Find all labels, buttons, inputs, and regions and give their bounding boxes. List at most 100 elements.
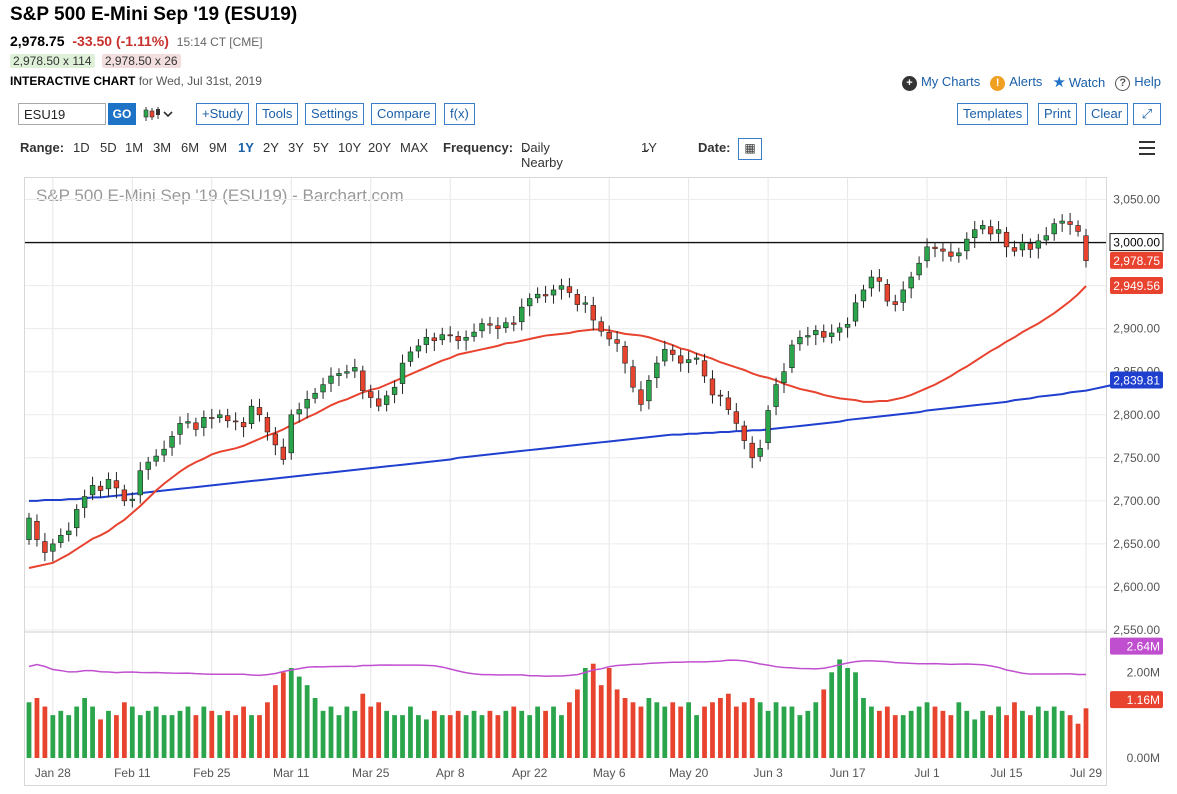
- volume-bar: [392, 715, 397, 758]
- candle-body: [749, 442, 755, 459]
- settings-button[interactable]: Settings: [305, 103, 364, 125]
- candle-body: [677, 355, 684, 364]
- templates-button[interactable]: Templates: [957, 103, 1029, 125]
- chart-area: [24, 177, 1107, 786]
- price-ma50-label: 2,949.56: [1113, 279, 1160, 293]
- volume-bar: [884, 706, 890, 758]
- range-1m[interactable]: 1M: [125, 140, 144, 155]
- range-5d[interactable]: 5D: [100, 140, 117, 155]
- volume-bar: [988, 715, 994, 758]
- candle-body: [725, 397, 732, 410]
- expand-icon: ⤢: [1141, 106, 1153, 121]
- volume-bar: [741, 702, 747, 758]
- candle-body: [256, 407, 263, 416]
- candle-body: [852, 302, 859, 322]
- volume-bar: [837, 659, 843, 758]
- go-button[interactable]: GO: [108, 103, 136, 125]
- chevron-down-icon: ⌄: [641, 140, 652, 155]
- candle-body: [177, 423, 183, 435]
- range-3y[interactable]: 3Y: [288, 140, 304, 155]
- my-charts-link[interactable]: + My Charts: [901, 73, 981, 91]
- function-button[interactable]: f(x): [444, 103, 475, 125]
- watch-link[interactable]: ★ Watch: [1052, 73, 1105, 91]
- volume-bar: [400, 715, 405, 758]
- volume-bar: [932, 706, 938, 758]
- range-1d[interactable]: 1D: [73, 140, 90, 155]
- my-charts-label: My Charts: [920, 73, 981, 89]
- compare-button[interactable]: Compare: [371, 103, 437, 125]
- volume-bar: [765, 710, 771, 758]
- volume-bar: [686, 702, 692, 758]
- print-button[interactable]: Print: [1038, 103, 1077, 125]
- candle-body: [821, 331, 827, 338]
- volume-bar: [845, 668, 850, 758]
- candle-body: [447, 334, 453, 337]
- volume-bar: [257, 715, 262, 758]
- calendar-icon[interactable]: ▦: [738, 138, 762, 160]
- plus-circle-icon: +: [901, 75, 917, 91]
- study-button[interactable]: +Study: [196, 103, 249, 125]
- volume-bar: [710, 702, 715, 758]
- candle-body: [558, 285, 565, 290]
- range-10y[interactable]: 10Y: [338, 140, 362, 155]
- candle-body: [225, 415, 231, 422]
- volume-bar: [193, 715, 199, 758]
- range-6m[interactable]: 6M: [181, 140, 200, 155]
- x-tick-label: Feb 25: [193, 766, 231, 780]
- clear-button[interactable]: Clear: [1085, 103, 1129, 125]
- tools-button[interactable]: Tools: [256, 103, 299, 125]
- volume-bar: [924, 702, 930, 758]
- range-5y[interactable]: 5Y: [313, 140, 329, 155]
- volume-bar: [996, 706, 1001, 758]
- volume-bar: [320, 710, 326, 758]
- candle-body: [42, 541, 48, 553]
- volume-bar: [265, 702, 270, 758]
- candle-body: [248, 405, 255, 425]
- candle-body: [765, 410, 771, 443]
- interactive-chart-date: for Wed, Jul 31st, 2019: [138, 74, 262, 88]
- candle-body: [979, 225, 986, 230]
- candle-body: [352, 367, 358, 372]
- candle-body: [487, 323, 493, 326]
- range-1y[interactable]: 1Y: [238, 140, 254, 155]
- volume-bar: [384, 710, 390, 758]
- volume-bar: [559, 715, 564, 758]
- range-2y[interactable]: 2Y: [263, 140, 279, 155]
- symbol-input[interactable]: ESU19: [18, 103, 106, 125]
- candle-body: [89, 485, 96, 496]
- x-tick-label: Jun 3: [753, 766, 783, 780]
- expand-button[interactable]: ⤢: [1133, 103, 1161, 125]
- x-tick-label: May 20: [669, 766, 709, 780]
- range-3m[interactable]: 3M: [153, 140, 172, 155]
- candle-body: [328, 375, 334, 384]
- volume-bar: [360, 693, 366, 758]
- volume-bar: [217, 715, 223, 758]
- volume-bar: [344, 706, 350, 758]
- candle-body: [646, 380, 652, 402]
- volume-bar: [74, 706, 80, 758]
- candle-body: [360, 370, 366, 391]
- price-ma50-badge: [1110, 276, 1163, 294]
- volume-bar: [352, 710, 358, 758]
- range-9m[interactable]: 9M: [209, 140, 228, 155]
- hamburger-menu-icon[interactable]: [1139, 141, 1155, 159]
- volume-bar: [296, 676, 302, 758]
- chart-type-selector[interactable]: [142, 106, 176, 125]
- volume-bar: [1012, 702, 1017, 758]
- volume-bar: [376, 702, 382, 758]
- range-20y[interactable]: 20Y: [368, 140, 392, 155]
- volume-bar: [1083, 708, 1089, 758]
- help-link[interactable]: ? Help: [1115, 74, 1161, 91]
- alerts-link[interactable]: ! Alerts: [990, 74, 1042, 91]
- volume-bar: [129, 706, 135, 758]
- volume-bar: [169, 715, 175, 758]
- reference-line-label: 3,000.00: [1113, 236, 1160, 250]
- candle-body: [97, 485, 104, 491]
- volume-bar: [702, 706, 707, 758]
- volume-bar: [574, 689, 580, 758]
- candle-body: [860, 289, 867, 302]
- help-icon: ?: [1115, 75, 1131, 91]
- range-max[interactable]: MAX: [400, 140, 429, 155]
- volume-bar: [749, 698, 755, 758]
- volume-bar: [153, 706, 159, 758]
